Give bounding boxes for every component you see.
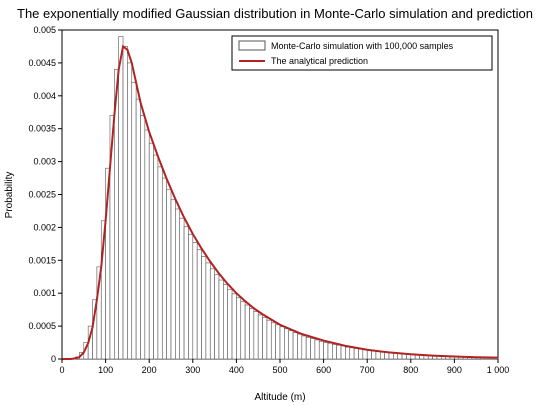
x-tick-label: 700 (360, 365, 375, 375)
histogram-bar (288, 330, 294, 360)
x-tick-label: 400 (229, 365, 244, 375)
histogram-bar (214, 274, 220, 360)
y-tick-label: 0.0045 (28, 58, 56, 68)
histogram-bar (284, 328, 290, 360)
histogram-bar (122, 46, 128, 360)
histogram-bar (249, 308, 255, 360)
histogram-bar (301, 335, 307, 360)
y-tick-label: 0.004 (33, 91, 56, 101)
histogram-bar (131, 82, 137, 360)
y-tick-label: 0.0015 (28, 255, 56, 265)
histogram-bar (183, 226, 189, 360)
histogram-bar (170, 199, 176, 360)
histogram-bar (353, 348, 359, 360)
histogram-bar (371, 350, 377, 360)
x-tick-label: 100 (98, 365, 113, 375)
y-tick-label: 0.005 (33, 25, 56, 35)
histogram-bar (144, 129, 150, 360)
histogram-bar (262, 317, 268, 360)
histogram-bar (231, 293, 237, 360)
histogram-bar (240, 301, 246, 360)
chart-title: The exponentially modified Gaussian dist… (17, 6, 533, 21)
histogram-bar (196, 249, 202, 360)
histogram-bars (70, 36, 499, 360)
prediction-line (62, 44, 499, 360)
histogram-bar (209, 268, 215, 360)
histogram-bar (375, 351, 381, 360)
y-tick-label: 0.001 (33, 288, 56, 298)
histogram-bar (345, 346, 351, 360)
x-tick-label: 300 (185, 365, 200, 375)
histogram-bar (379, 351, 385, 360)
x-ticks: 0 100 200 300 400 500 600 700 800 900 1 000 (59, 359, 509, 375)
histogram-bar (305, 336, 311, 360)
histogram-bar (349, 347, 355, 360)
histogram-bar (135, 98, 141, 360)
x-tick-label: 500 (272, 365, 287, 375)
histogram-bar (270, 322, 276, 360)
histogram-bar (175, 208, 181, 360)
histogram-bar (148, 142, 154, 360)
x-tick-label: 900 (447, 365, 462, 375)
x-tick-label: 200 (142, 365, 157, 375)
histogram-bar (327, 342, 333, 360)
histogram-bar (314, 339, 320, 360)
histogram-bar (340, 345, 346, 360)
histogram-bar (388, 352, 394, 360)
histogram-bar (244, 304, 250, 360)
histogram-bar (161, 177, 167, 360)
histogram-bar (292, 332, 298, 360)
histogram-bar (358, 348, 364, 360)
histogram-bar (275, 324, 281, 360)
histogram-bar (140, 115, 146, 360)
legend-label-histogram: Monte-Carlo simulation with 100,000 samp… (271, 41, 454, 51)
histogram-bar (266, 319, 272, 360)
histogram-bar (318, 340, 324, 360)
legend-box (231, 35, 493, 71)
histogram-bar (188, 234, 194, 360)
histogram-bar (297, 333, 303, 360)
y-tick-label: 0.0005 (28, 321, 56, 331)
histogram-bar (332, 344, 337, 360)
histogram-bar (153, 154, 159, 360)
y-tick-label: 0.003 (33, 157, 56, 167)
x-tick-label: 600 (316, 365, 331, 375)
y-tick-label: 0.002 (33, 222, 56, 232)
histogram-bar (205, 262, 211, 360)
histogram-bar (253, 311, 259, 360)
histogram-bar (192, 242, 198, 360)
legend-label-prediction: The analytical prediction (271, 56, 368, 66)
histogram-bar (166, 188, 172, 360)
y-tick-label: 0.0035 (28, 124, 56, 134)
histogram-bar (336, 344, 342, 360)
histogram-bar (384, 352, 390, 360)
x-tick-label: 1 000 (487, 365, 510, 375)
histogram-bar (362, 349, 368, 360)
histogram-bar (118, 36, 124, 360)
x-tick-label: 0 (59, 365, 64, 375)
y-tick-label: 0.0025 (28, 190, 56, 200)
y-ticks: 0 0.0005 0.001 0.0015 0.002 0.0025 0.003 0.0035… (28, 25, 62, 364)
histogram-bar (366, 350, 372, 360)
histogram-bar (323, 342, 329, 360)
histogram-bar (218, 279, 224, 360)
histogram-bar (201, 256, 207, 360)
histogram-bar (236, 297, 242, 360)
histogram-bar (127, 62, 133, 360)
histogram-bar (179, 217, 185, 360)
histogram-bar (279, 326, 285, 360)
legend: Monte-Carlo simulation with 100,000 samp… (231, 35, 493, 71)
y-tick-label: 0 (51, 354, 56, 364)
legend-swatch-histogram (238, 40, 266, 51)
y-axis-label: Probability (4, 172, 15, 219)
histogram-bar (227, 288, 233, 360)
x-axis-label: Altitude (m) (254, 392, 305, 403)
histogram-bar (223, 284, 228, 360)
histogram-bar (310, 338, 316, 360)
histogram-bar (257, 314, 263, 360)
x-tick-label: 800 (403, 365, 418, 375)
histogram-bar (157, 166, 163, 360)
